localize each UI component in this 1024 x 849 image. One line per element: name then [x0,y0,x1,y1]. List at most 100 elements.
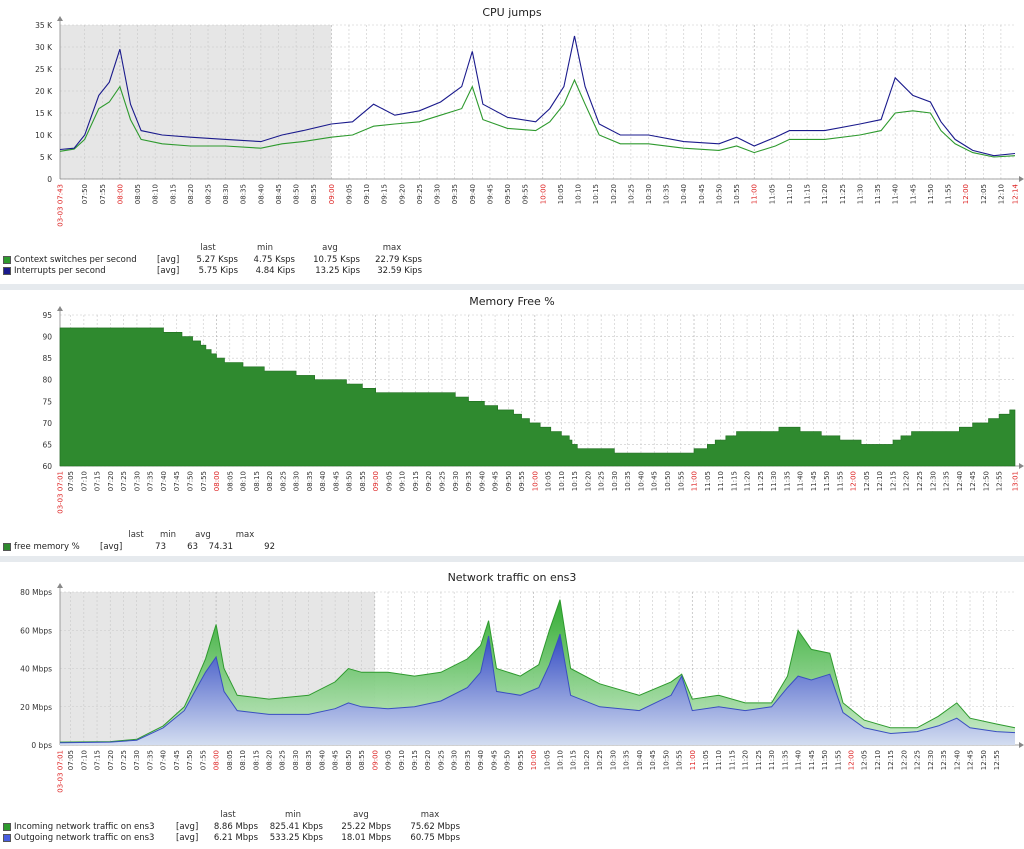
y-tick-label: 65 [42,440,52,449]
legend-value-last: 5.27 Ksps [196,255,238,265]
legend-value-min: 825.41 Kbps [269,822,323,832]
memory-free-chart[interactable]: Memory Free % 60 65 70 75 80 85 90 95 07:05 07:10 0… [0,290,1024,556]
x-tick-label: 08:15 [252,750,260,770]
cpu-jumps-chart[interactable]: CPU jumps 0 5 K 10 K 15 K 20 K 25 K 30 K 35 K 07:… [0,0,1024,284]
x-tick-label: 09:25 [439,471,447,491]
y-tick-label: 15 K [35,109,53,118]
x-tick-label: 12:30 [927,750,935,770]
x-start-label: 03-03 07:01 [57,471,65,514]
x-tick-label: 07:20 [107,471,115,491]
x-tick-label: 08:05 [226,750,234,770]
cpu-legend: last min avg max Context switches per second… [0,238,1024,284]
x-tick-label: 09:30 [434,184,442,204]
x-tick-label: 09:40 [477,750,485,770]
x-tick-label: 10:45 [651,471,659,491]
x-tick-label: 07:30 [133,750,141,770]
legend-column-max: max [382,243,402,253]
x-tick-label: 12:35 [943,471,951,491]
y-tick-label: 75 [42,397,52,406]
x-tick-label: 11:50 [823,471,831,491]
x-tick-label: 11:20 [744,471,752,491]
legend-series-name: free memory % [14,542,80,552]
x-tick-label: 08:10 [240,471,248,491]
incoming-traffic-line [59,599,1016,743]
x-tick-label: 11:30 [856,184,864,204]
x-tick-label: 10:25 [627,184,635,204]
legend-value-avg: 18.01 Mbps [341,833,391,843]
x-tick-label: 12:45 [969,471,977,491]
x-tick-label: 08:00 [213,750,221,770]
legend-column-max: max [235,530,255,540]
x-tick-label: 12:15 [887,750,895,770]
outgoing-traffic-area [60,634,1015,745]
x-tick-label: 10:45 [649,750,657,770]
y-tick-label: 20 K [35,87,53,96]
x-tick-label: 08:30 [292,750,300,770]
x-tick-label: 10:15 [571,471,579,491]
x-start-label: 03-03 07:43 [57,184,65,227]
x-tick-label: 09:40 [478,471,486,491]
x-tick-label: 11:05 [768,184,776,204]
x-tick-label: 11:45 [808,750,816,770]
y-tick-label: 0 [47,175,52,184]
x-axis-arrow [1019,742,1024,748]
x-tick-label: 11:55 [945,184,953,204]
x-tick-label: 12:45 [967,750,975,770]
x-tick-label: 10:30 [645,184,653,204]
x-tick-label: 09:00 [371,750,379,770]
x-tick-label: 10:15 [570,750,578,770]
x-tick-label: 08:55 [358,750,366,770]
legend-column-min: min [256,243,274,253]
x-tick-label: 07:20 [107,750,115,770]
x-tick-label: 10:15 [592,184,600,204]
x-tick-label: 08:40 [257,184,265,204]
legend-column-max: max [420,810,440,820]
x-tick-label: 09:55 [518,471,526,491]
x-tick-label: 09:55 [517,750,525,770]
x-tick-label: 07:15 [94,750,102,770]
x-tick-label: 09:50 [505,471,513,491]
legend-value-last: 73 [155,542,166,552]
legend-column-last: last [128,530,144,540]
legend-column-last: last [200,243,216,253]
x-tick-label: 11:25 [757,471,765,491]
x-tick-label: 09:30 [451,750,459,770]
x-tick-label: 10:25 [596,750,604,770]
x-tick-label: 11:10 [715,750,723,770]
x-tick-label: 08:10 [239,750,247,770]
legend-series-name: Outgoing network traffic on ens3 [14,833,155,843]
x-tick-label: 12:30 [929,471,937,491]
legend-column-avg: avg [353,810,369,820]
x-tick-label: 09:45 [490,750,498,770]
x-tick-label: 09:00 [328,184,336,204]
x-tick-label: 12:20 [903,471,911,491]
x-tick-label: 12:10 [997,184,1005,204]
x-tick-label: 08:05 [134,184,142,204]
x-tick-label: 11:40 [795,750,803,770]
x-tick-label: 11:55 [836,471,844,491]
legend-column-min: min [159,530,177,540]
x-tick-label: 10:30 [611,471,619,491]
x-tick-label: 09:55 [522,184,530,204]
x-tick-label: 10:35 [663,184,671,204]
x-tick-label: 11:30 [768,750,776,770]
x-tick-label: 12:50 [980,750,988,770]
x-tick-label: 07:45 [173,750,181,770]
x-tick-label: 10:20 [584,471,592,491]
x-tick-label: 11:05 [702,750,710,770]
network-traffic-chart[interactable]: Network traffic on ens3 0 bps 20 Mbps 40 Mb… [0,562,1024,845]
legend-value-min: 4.75 Ksps [253,255,295,265]
x-axis-arrow [1019,176,1024,182]
legend-value-min: 4.84 Kips [255,266,295,276]
legend-column-avg: avg [322,243,338,253]
x-tick-label: 11:15 [804,184,812,204]
x-tick-label: 08:55 [310,184,318,204]
x-tick-label: 08:50 [345,750,353,770]
x-tick-label: 08:15 [169,184,177,204]
x-tick-label: 08:45 [332,471,340,491]
x-tick-label: 08:25 [205,184,213,204]
x-tick-label: 07:35 [147,471,155,491]
legend-value-last: 5.75 Kips [198,266,238,276]
x-tick-label: 08:40 [318,750,326,770]
x-tick-label: 07:50 [186,471,194,491]
